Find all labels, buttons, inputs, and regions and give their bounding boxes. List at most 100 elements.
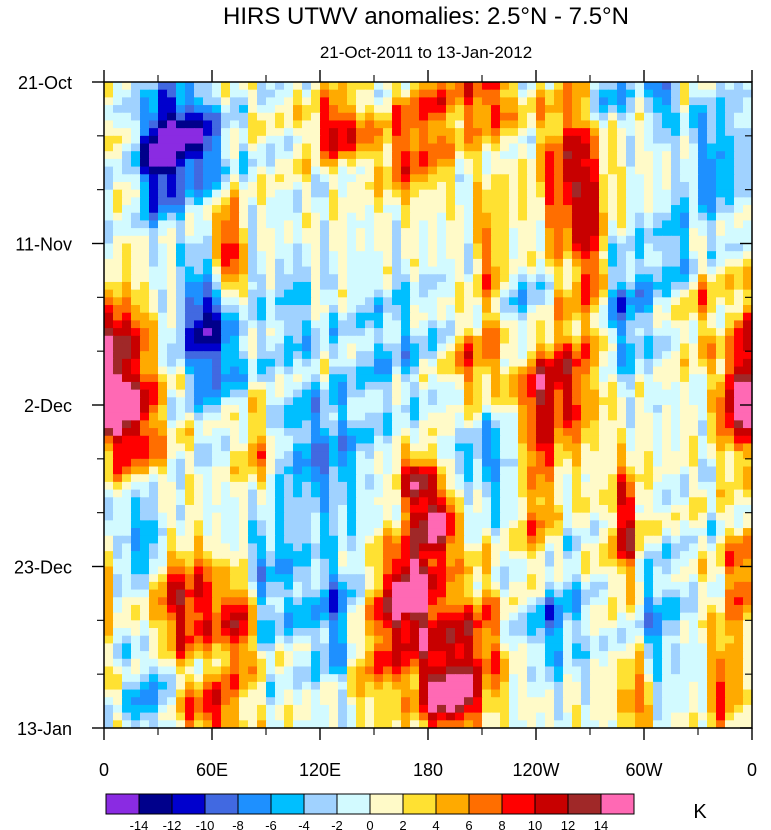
heatmap-field bbox=[104, 82, 753, 729]
heatmap-cell bbox=[383, 574, 393, 583]
heatmap-cell bbox=[545, 566, 555, 575]
heatmap-cell bbox=[545, 205, 555, 214]
heatmap-cell bbox=[716, 312, 726, 321]
heatmap-cell bbox=[248, 120, 258, 129]
heatmap-cell bbox=[239, 481, 249, 491]
heatmap-cell bbox=[473, 604, 483, 614]
heatmap-cell bbox=[536, 381, 546, 391]
heatmap-cell bbox=[419, 604, 429, 614]
heatmap-cell bbox=[266, 228, 276, 237]
heatmap-cell bbox=[428, 320, 438, 329]
heatmap-cell bbox=[122, 166, 132, 175]
heatmap-cell bbox=[518, 566, 528, 575]
heatmap-cell bbox=[383, 112, 393, 122]
heatmap-cell bbox=[131, 251, 141, 260]
heatmap-cell bbox=[671, 266, 681, 275]
heatmap-cell bbox=[131, 558, 141, 568]
heatmap-cell bbox=[131, 289, 141, 298]
heatmap-cell bbox=[662, 181, 672, 191]
heatmap-cell bbox=[626, 97, 636, 106]
heatmap-cell bbox=[743, 458, 753, 468]
heatmap-cell bbox=[644, 428, 654, 437]
heatmap-cell bbox=[311, 228, 321, 237]
heatmap-cell bbox=[167, 466, 177, 475]
heatmap-cell bbox=[500, 166, 510, 175]
heatmap-cell bbox=[725, 289, 735, 298]
heatmap-cell bbox=[671, 512, 681, 521]
heatmap-cell bbox=[347, 82, 357, 91]
heatmap-cell bbox=[212, 97, 222, 106]
heatmap-cell bbox=[743, 266, 753, 275]
heatmap-cell bbox=[419, 82, 429, 91]
heatmap-cell bbox=[473, 89, 483, 98]
heatmap-cell bbox=[320, 504, 330, 514]
heatmap-cell bbox=[347, 466, 357, 475]
heatmap-cell bbox=[644, 289, 654, 298]
heatmap-cell bbox=[320, 466, 330, 475]
heatmap-cell bbox=[545, 458, 555, 468]
heatmap-cell bbox=[122, 443, 132, 452]
heatmap-cell bbox=[644, 566, 654, 575]
heatmap-cell bbox=[680, 574, 690, 583]
heatmap-cell bbox=[320, 297, 330, 306]
heatmap-cell bbox=[356, 135, 366, 145]
heatmap-cell bbox=[680, 174, 690, 183]
heatmap-cell bbox=[644, 466, 654, 475]
heatmap-cell bbox=[311, 328, 321, 337]
heatmap-cell bbox=[203, 351, 213, 360]
heatmap-cell bbox=[311, 497, 321, 506]
heatmap-cell bbox=[743, 197, 753, 206]
heatmap-cell bbox=[509, 143, 519, 152]
heatmap-cell bbox=[311, 458, 321, 468]
heatmap-cell bbox=[329, 166, 339, 175]
heatmap-cell bbox=[725, 489, 735, 498]
heatmap-cell bbox=[311, 374, 321, 383]
heatmap-cell bbox=[257, 612, 267, 621]
heatmap-cell bbox=[617, 251, 627, 260]
heatmap-cell bbox=[527, 274, 537, 283]
heatmap-cell bbox=[320, 366, 330, 375]
heatmap-cell bbox=[374, 435, 384, 445]
heatmap-cell bbox=[194, 520, 204, 529]
heatmap-cell bbox=[662, 428, 672, 437]
heatmap-cell bbox=[320, 274, 330, 283]
heatmap-cell bbox=[644, 435, 654, 445]
heatmap-cell bbox=[176, 235, 186, 245]
heatmap-cell bbox=[284, 305, 294, 314]
heatmap-cell bbox=[401, 428, 411, 437]
heatmap-cell bbox=[725, 566, 735, 575]
heatmap-cell bbox=[131, 112, 141, 122]
heatmap-cell bbox=[590, 289, 600, 298]
heatmap-cell bbox=[419, 512, 429, 521]
heatmap-cell bbox=[122, 366, 132, 375]
heatmap-cell bbox=[626, 389, 636, 398]
heatmap-cell bbox=[194, 205, 204, 214]
heatmap-cell bbox=[410, 589, 420, 598]
heatmap-cell bbox=[599, 235, 609, 245]
heatmap-cell bbox=[266, 266, 276, 275]
heatmap-cell bbox=[482, 305, 492, 314]
heatmap-cell bbox=[311, 566, 321, 575]
heatmap-cell bbox=[428, 358, 438, 368]
heatmap-cell bbox=[149, 120, 159, 129]
heatmap-cell bbox=[635, 397, 645, 406]
heatmap-cell bbox=[356, 358, 366, 368]
heatmap-cell bbox=[437, 128, 447, 137]
heatmap-cell bbox=[185, 405, 195, 414]
heatmap-cell bbox=[518, 251, 528, 260]
heatmap-cell bbox=[230, 97, 240, 106]
heatmap-cell bbox=[617, 97, 627, 106]
heatmap-cell bbox=[464, 320, 474, 329]
heatmap-cell bbox=[419, 520, 429, 529]
heatmap-cell bbox=[311, 281, 321, 291]
heatmap-cell bbox=[482, 458, 492, 468]
heatmap-cell bbox=[356, 120, 366, 129]
heatmap-cell bbox=[617, 343, 627, 352]
heatmap-cell bbox=[428, 512, 438, 521]
heatmap-cell bbox=[356, 604, 366, 614]
heatmap-cell bbox=[635, 151, 645, 160]
heatmap-cell bbox=[671, 435, 681, 445]
heatmap-cell bbox=[230, 281, 240, 291]
heatmap-cell bbox=[149, 597, 159, 606]
heatmap-cell bbox=[347, 312, 357, 321]
